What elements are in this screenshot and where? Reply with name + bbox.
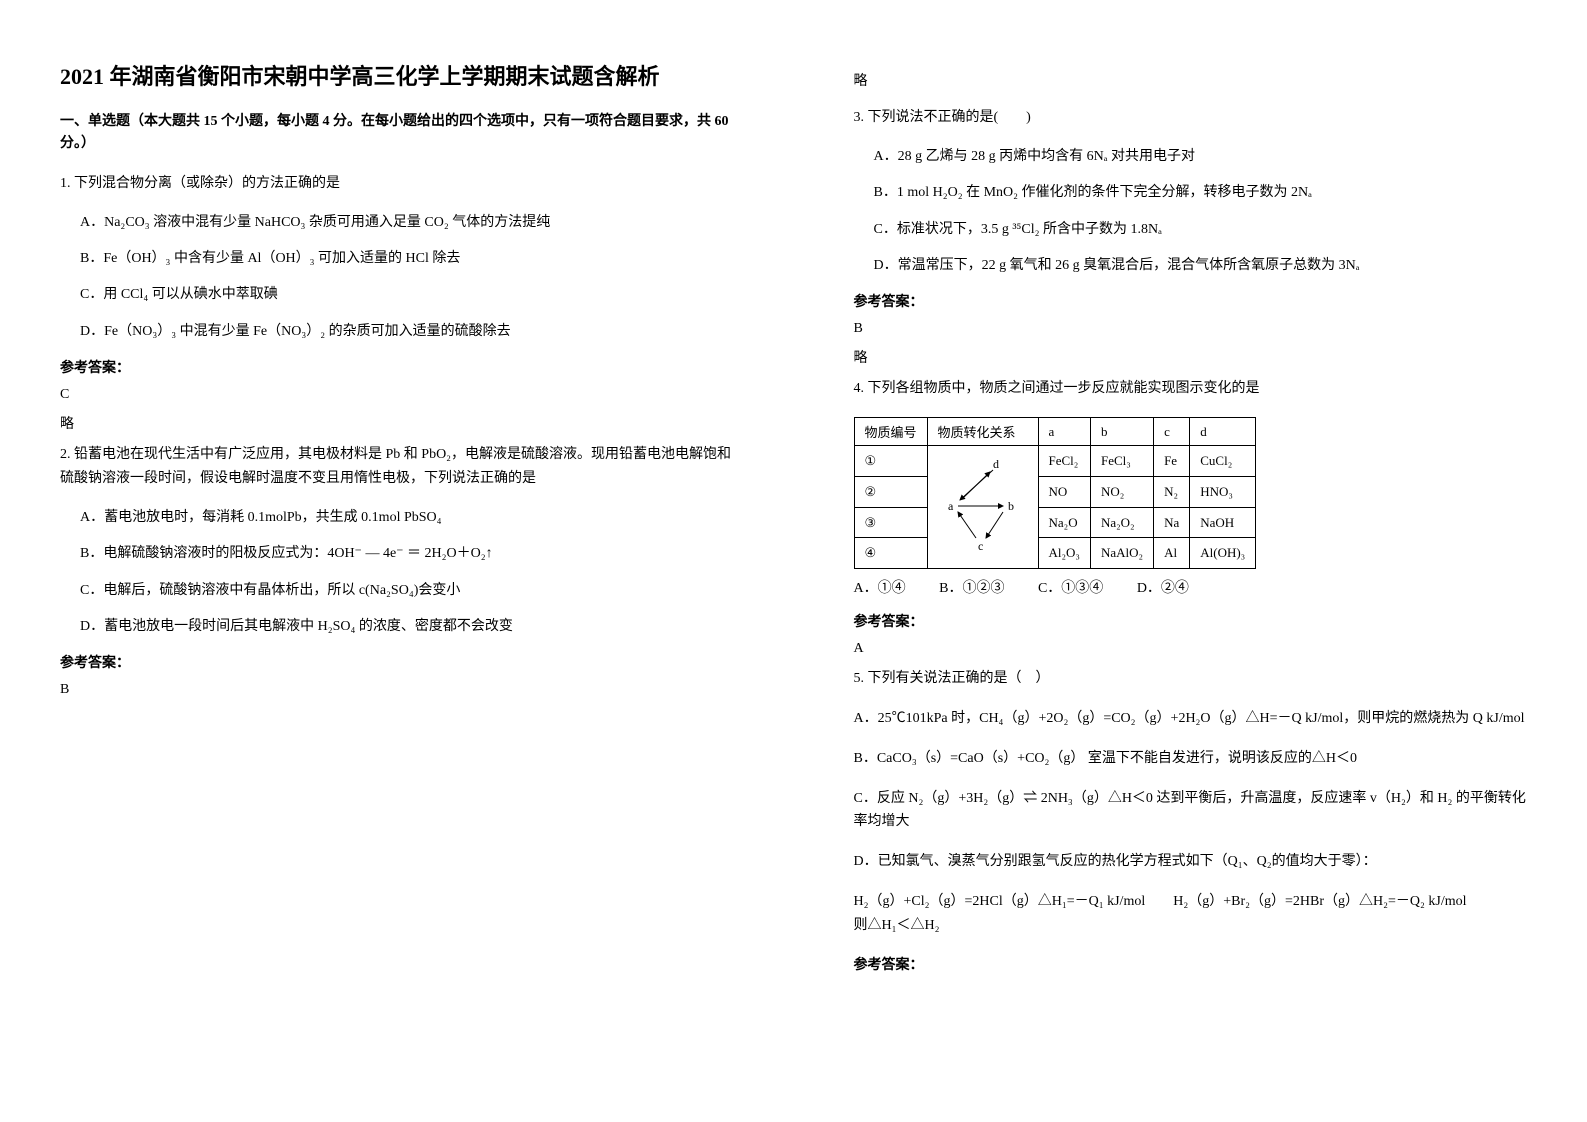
cell: NaAlO₂ bbox=[1090, 538, 1153, 569]
cell: HNO₃ bbox=[1190, 476, 1256, 507]
q2-stem: 2. 铅蓄电池在现代生活中有广泛应用，其电极材料是 Pb 和 PbO₂，电解液是… bbox=[60, 443, 734, 491]
q3-answer-label: 参考答案： bbox=[854, 291, 1528, 311]
cell: Na₂O bbox=[1038, 507, 1090, 538]
q2-opt-c: C．电解后，硫酸钠溶液中有晶体析出，所以 c(Na₂SO₄)会变小 bbox=[80, 580, 734, 602]
page-title: 2021 年湖南省衡阳市宋朝中学高三化学上学期期末试题含解析 bbox=[60, 60, 734, 93]
section-header: 一、单选题（本大题共 15 个小题，每小题 4 分。在每小题给出的四个选项中，只… bbox=[60, 111, 734, 156]
cell: NO₂ bbox=[1090, 476, 1153, 507]
cell: N₂ bbox=[1154, 476, 1190, 507]
th-3: b bbox=[1090, 418, 1153, 446]
th-4: c bbox=[1154, 418, 1190, 446]
svg-text:a: a bbox=[948, 499, 954, 513]
q1-opt-c: C．用 CCl₄ 可以从碘水中萃取碘 bbox=[80, 284, 734, 306]
cell: FeCl₃ bbox=[1090, 446, 1153, 477]
cell: ② bbox=[854, 476, 927, 507]
q4-opt-b: B．①②③ bbox=[939, 581, 1004, 596]
q5-opt-a: A．25℃101kPa 时，CH₄（g）+2O₂（g）=CO₂（g）+2H₂O（… bbox=[854, 707, 1528, 731]
q2-opt-d: D．蓄电池放电一段时间后其电解液中 H₂SO₄ 的浓度、密度都不会改变 bbox=[80, 616, 734, 638]
cell: Al bbox=[1154, 538, 1190, 569]
svg-text:b: b bbox=[1008, 499, 1014, 513]
th-2: a bbox=[1038, 418, 1090, 446]
q5-opt-d2: H₂（g）+Cl₂（g）=2HCl（g）△H₁=－Q₁ kJ/mol H₂（g）… bbox=[854, 890, 1528, 938]
q4-opt-d: D．②④ bbox=[1137, 581, 1189, 596]
svg-text:d: d bbox=[993, 457, 999, 471]
cell: CuCl₂ bbox=[1190, 446, 1256, 477]
q3-explain: 略 bbox=[854, 347, 1528, 367]
th-0: 物质编号 bbox=[854, 418, 927, 446]
cell: ① bbox=[854, 446, 927, 477]
q4-opt-c: C．①③④ bbox=[1038, 581, 1103, 596]
q4-opt-a: A．①④ bbox=[854, 581, 906, 596]
cell: ④ bbox=[854, 538, 927, 569]
cell: NaOH bbox=[1190, 507, 1256, 538]
q1-opt-b: B．Fe（OH）₃ 中含有少量 Al（OH）₃ 可加入适量的 HCl 除去 bbox=[80, 248, 734, 270]
q4-answer: A bbox=[854, 641, 1528, 657]
cell: ③ bbox=[854, 507, 927, 538]
q2-answer-label: 参考答案： bbox=[60, 652, 734, 672]
q1-explain: 略 bbox=[60, 413, 734, 433]
q1-opt-a: A．Na₂CO₃ 溶液中混有少量 NaHCO₃ 杂质可用通入足量 CO₂ 气体的… bbox=[80, 212, 734, 234]
transformation-diagram: a b c d bbox=[938, 450, 1028, 560]
q4-options: A．①④ B．①②③ C．①③④ D．②④ bbox=[854, 577, 1528, 597]
right-top-text: 略 bbox=[854, 70, 1528, 90]
q2-opt-a: A．蓄电池放电时，每消耗 0.1molPb，共生成 0.1mol PbSO₄ bbox=[80, 507, 734, 529]
table-row: ② NO NO₂ N₂ HNO₃ bbox=[854, 476, 1256, 507]
table-row: ③ Na₂O Na₂O₂ Na NaOH bbox=[854, 507, 1256, 538]
th-5: d bbox=[1190, 418, 1256, 446]
table-header-row: 物质编号 物质转化关系 a b c d bbox=[854, 418, 1256, 446]
q5-opt-b: B．CaCO₃（s）=CaO（s）+CO₂（g） 室温下不能自发进行，说明该反应… bbox=[854, 747, 1528, 771]
q2-answer: B bbox=[60, 682, 734, 698]
q4-answer-label: 参考答案： bbox=[854, 611, 1528, 631]
q5-stem: 5. 下列有关说法正确的是（ ） bbox=[854, 667, 1528, 691]
q1-answer: C bbox=[60, 387, 734, 403]
q1-opt-d: D．Fe（NO₃）₃ 中混有少量 Fe（NO₃）₂ 的杂质可加入适量的硫酸除去 bbox=[80, 321, 734, 343]
cell: Fe bbox=[1154, 446, 1190, 477]
cell: Na bbox=[1154, 507, 1190, 538]
q4-stem: 4. 下列各组物质中，物质之间通过一步反应就能实现图示变化的是 bbox=[854, 377, 1528, 401]
q1-answer-label: 参考答案： bbox=[60, 357, 734, 377]
q1-stem: 1. 下列混合物分离（或除杂）的方法正确的是 bbox=[60, 172, 734, 196]
q3-opt-a: A．28 g 乙烯与 28 g 丙烯中均含有 6Nₐ 对共用电子对 bbox=[874, 146, 1528, 168]
th-1: 物质转化关系 bbox=[927, 418, 1038, 446]
table-row: ④ Al₂O₃ NaAlO₂ Al Al(OH)₃ bbox=[854, 538, 1256, 569]
cell: FeCl₂ bbox=[1038, 446, 1090, 477]
cell: Al(OH)₃ bbox=[1190, 538, 1256, 569]
cell: Na₂O₂ bbox=[1090, 507, 1153, 538]
q4-table: 物质编号 物质转化关系 a b c d ① a b c d bbox=[854, 417, 1257, 569]
q2-opt-b: B．电解硫酸钠溶液时的阳极反应式为：4OH⁻ — 4e⁻ ＝ 2H₂O＋O₂↑ bbox=[80, 543, 734, 565]
svg-text:c: c bbox=[978, 539, 983, 553]
q3-opt-c: C．标准状况下，3.5 g ³⁵Cl₂ 所含中子数为 1.8Nₐ bbox=[874, 219, 1528, 241]
table-row: ① a b c d bbox=[854, 446, 1256, 477]
q3-opt-b: B．1 mol H₂O₂ 在 MnO₂ 作催化剂的条件下完全分解，转移电子数为 … bbox=[874, 182, 1528, 204]
diagram-cell: a b c d bbox=[927, 446, 1038, 569]
right-column: 略 3. 下列说法不正确的是( ) A．28 g 乙烯与 28 g 丙烯中均含有… bbox=[794, 60, 1587, 1062]
left-column: 2021 年湖南省衡阳市宋朝中学高三化学上学期期末试题含解析 一、单选题（本大题… bbox=[0, 60, 794, 1062]
q5-opt-d: D．已知氯气、溴蒸气分别跟氢气反应的热化学方程式如下（Q₁、Q₂的值均大于零）： bbox=[854, 850, 1528, 874]
cell: NO bbox=[1038, 476, 1090, 507]
q3-stem: 3. 下列说法不正确的是( ) bbox=[854, 106, 1528, 130]
q3-answer: B bbox=[854, 321, 1528, 337]
cell: Al₂O₃ bbox=[1038, 538, 1090, 569]
q3-opt-d: D．常温常压下，22 g 氧气和 26 g 臭氧混合后，混合气体所含氧原子总数为… bbox=[874, 255, 1528, 277]
q5-answer-label: 参考答案： bbox=[854, 954, 1528, 974]
q5-opt-c: C．反应 N₂（g）+3H₂（g）⇌ 2NH₃（g）△H＜0 达到平衡后，升高温… bbox=[854, 787, 1528, 835]
